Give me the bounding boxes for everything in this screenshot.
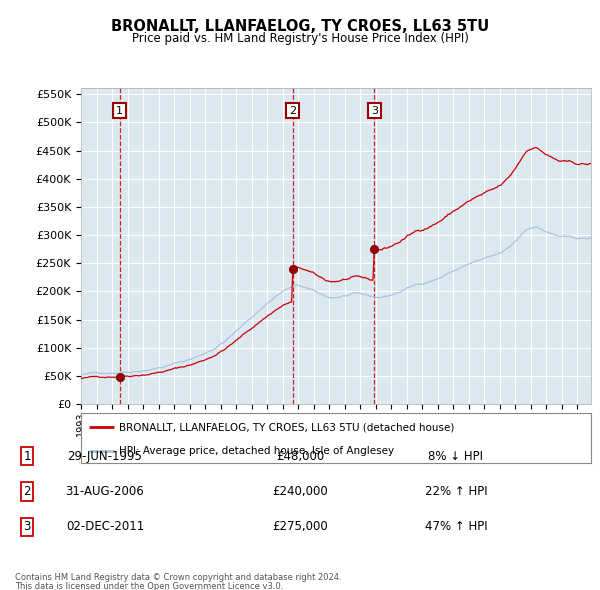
Text: 31-AUG-2006: 31-AUG-2006 bbox=[65, 485, 145, 498]
Text: This data is licensed under the Open Government Licence v3.0.: This data is licensed under the Open Gov… bbox=[15, 582, 283, 590]
Text: 3: 3 bbox=[371, 106, 378, 116]
Text: Contains HM Land Registry data © Crown copyright and database right 2024.: Contains HM Land Registry data © Crown c… bbox=[15, 573, 341, 582]
Text: 1: 1 bbox=[116, 106, 123, 116]
Text: £240,000: £240,000 bbox=[272, 485, 328, 498]
Text: 22% ↑ HPI: 22% ↑ HPI bbox=[425, 485, 487, 498]
Text: 2: 2 bbox=[23, 485, 31, 498]
Text: Price paid vs. HM Land Registry's House Price Index (HPI): Price paid vs. HM Land Registry's House … bbox=[131, 32, 469, 45]
Text: 3: 3 bbox=[23, 520, 31, 533]
Text: 1: 1 bbox=[23, 450, 31, 463]
Text: 29-JUN-1995: 29-JUN-1995 bbox=[68, 450, 142, 463]
Text: HPI: Average price, detached house, Isle of Anglesey: HPI: Average price, detached house, Isle… bbox=[119, 446, 394, 456]
Text: 47% ↑ HPI: 47% ↑ HPI bbox=[425, 520, 487, 533]
Text: BRONALLT, LLANFAELOG, TY CROES, LL63 5TU (detached house): BRONALLT, LLANFAELOG, TY CROES, LL63 5TU… bbox=[119, 422, 455, 432]
Text: 8% ↓ HPI: 8% ↓ HPI bbox=[428, 450, 484, 463]
Text: £275,000: £275,000 bbox=[272, 520, 328, 533]
Text: BRONALLT, LLANFAELOG, TY CROES, LL63 5TU: BRONALLT, LLANFAELOG, TY CROES, LL63 5TU bbox=[111, 19, 489, 34]
Text: 2: 2 bbox=[289, 106, 296, 116]
Text: 02-DEC-2011: 02-DEC-2011 bbox=[66, 520, 144, 533]
Text: £48,000: £48,000 bbox=[276, 450, 324, 463]
